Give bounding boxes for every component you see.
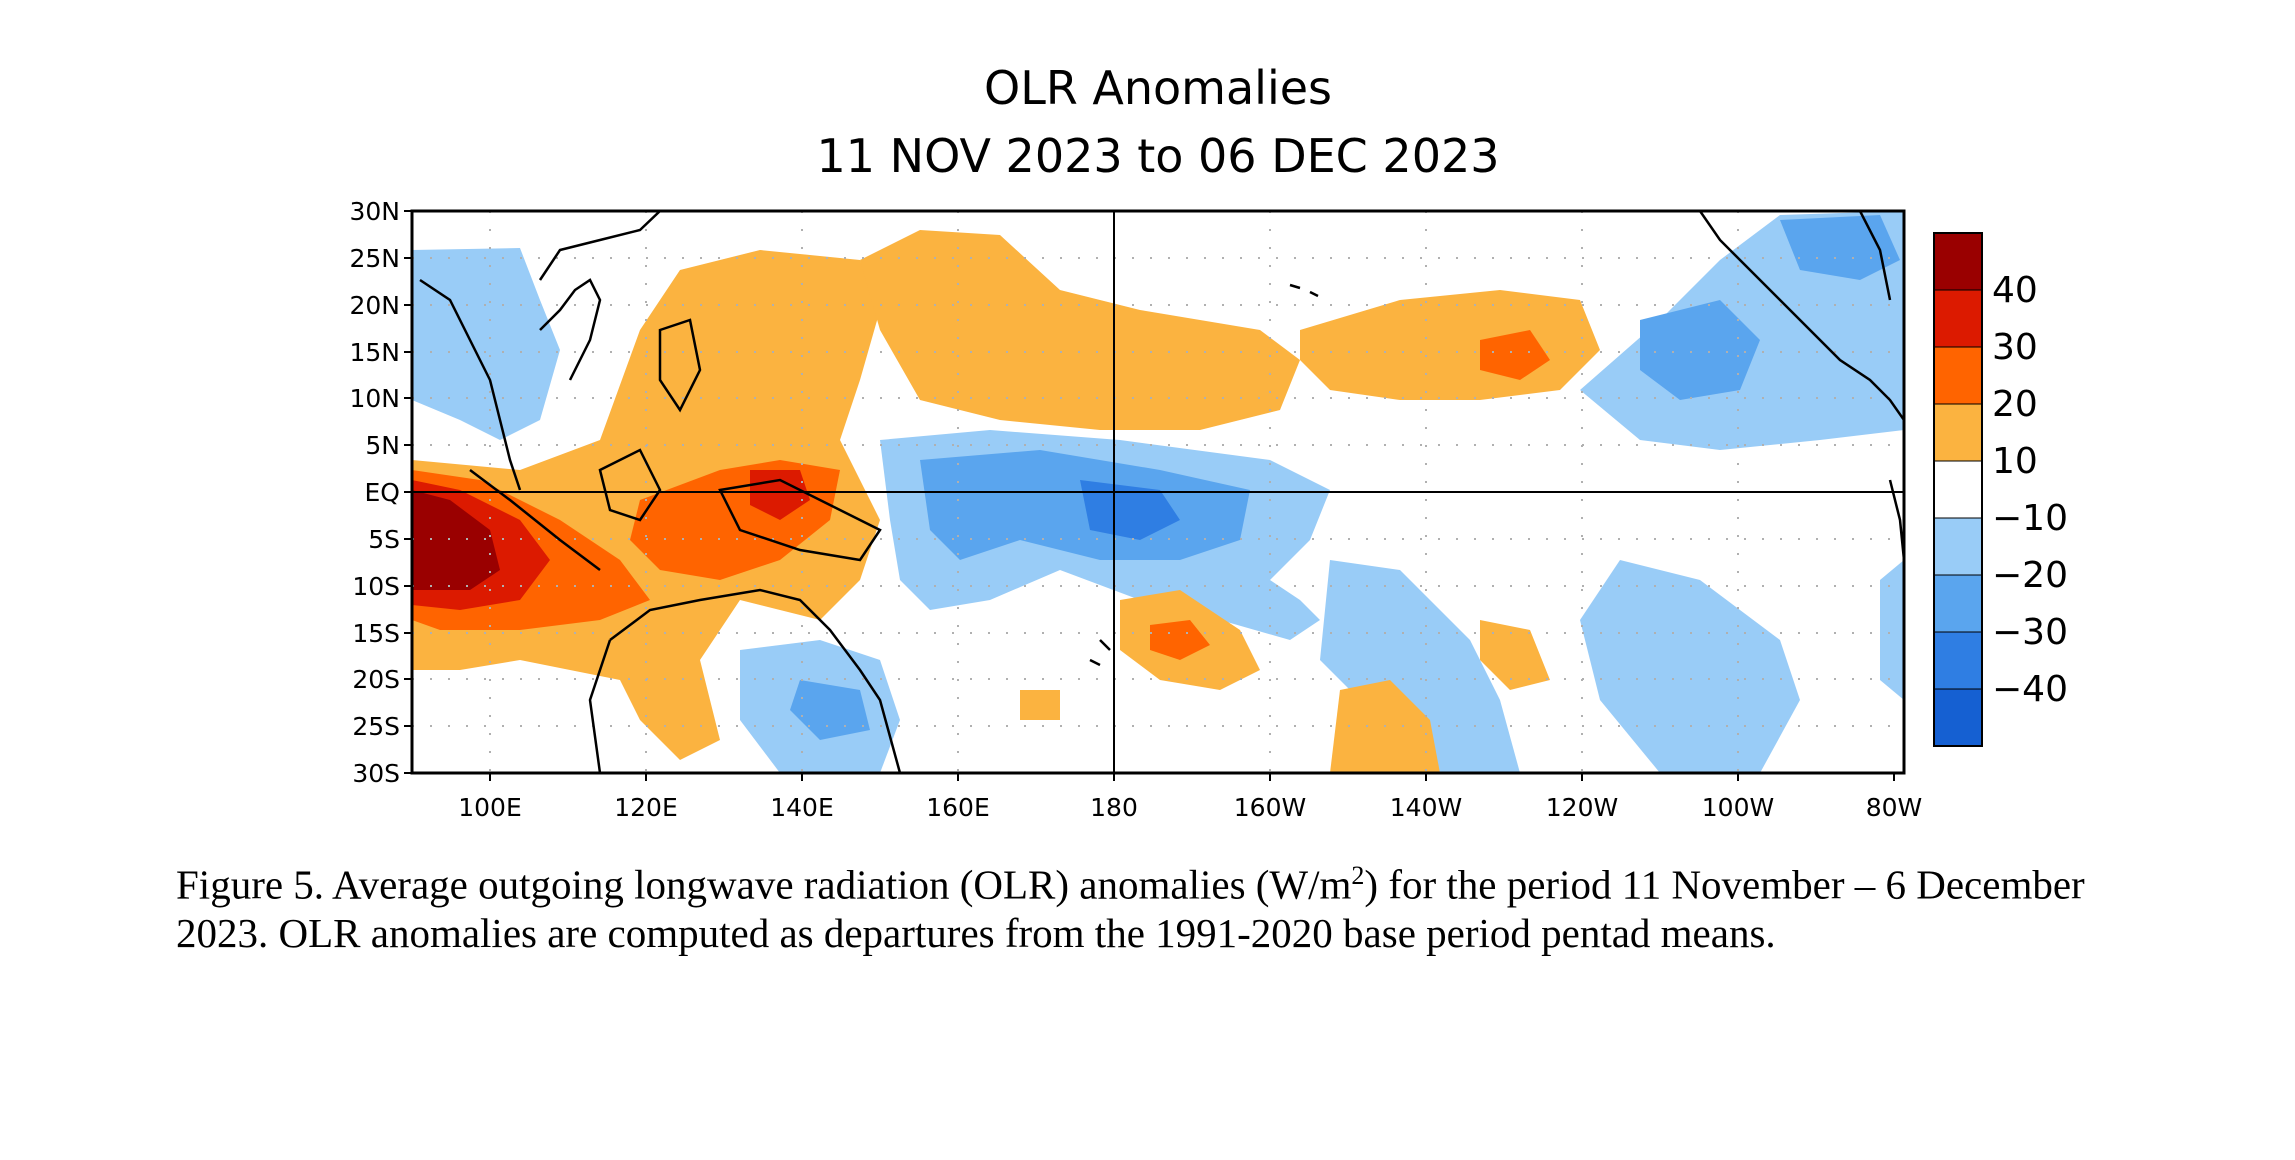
- lon-label: 180: [1090, 793, 1138, 822]
- colorbar-label: −40: [1992, 669, 2068, 710]
- caption-text-1: Figure 5. Average outgoing longwave radi…: [176, 861, 1352, 908]
- lat-label: 20N: [349, 291, 400, 320]
- warm2-region-south-central: [1150, 620, 1210, 660]
- lat-label: 5S: [368, 525, 400, 554]
- colorbar-label: −30: [1992, 612, 2068, 653]
- map-subtitle: 11 NOV 2023 to 06 DEC 2023: [817, 129, 1500, 183]
- map-panel: 30N 25N 20N 15N 10N 5N EQ 5S 10S 15S 20S…: [349, 197, 1922, 822]
- warm-region-southeast-small: [1480, 620, 1550, 690]
- lat-label: 10N: [349, 384, 400, 413]
- lat-label: EQ: [365, 478, 400, 507]
- lat-label: 15N: [349, 338, 400, 367]
- warm2-region-east-north: [1480, 330, 1550, 380]
- lat-label: 25N: [349, 244, 400, 273]
- coastlines: [419, 211, 1904, 773]
- colorbar-swatch: [1933, 346, 1983, 405]
- colorbar-swatch: [1933, 289, 1983, 348]
- lat-label: 30N: [349, 197, 400, 226]
- coastline-borneo: [598, 448, 662, 522]
- colorbar-swatch: [1933, 517, 1983, 576]
- lon-label: 100E: [458, 793, 522, 822]
- colorbar-swatch: [1933, 403, 1983, 462]
- coastline-sumatra: [469, 469, 601, 571]
- islands-hawaii: [1289, 283, 1319, 298]
- lon-label: 120W: [1546, 793, 1618, 822]
- anomaly-field: [412, 211, 1904, 773]
- islands-fiji: [1089, 639, 1111, 667]
- tick-marks: [404, 210, 1895, 781]
- colorbar-swatch: [1933, 631, 1983, 690]
- lat-label: 25S: [352, 712, 400, 741]
- colorbar-swatch: [1933, 574, 1983, 633]
- coastline-australia: [588, 588, 902, 773]
- coastline-north-america: [1698, 211, 1904, 421]
- lon-label: 140W: [1390, 793, 1462, 822]
- cool-region-west-pacific-north: [412, 248, 560, 440]
- colorbar-label: −20: [1992, 555, 2068, 596]
- colorbar-label: 10: [1992, 441, 2038, 482]
- warm-region-south-small: [1020, 690, 1060, 720]
- colorbar-label: 40: [1992, 270, 2038, 311]
- warm-region-north-central: [860, 230, 1300, 430]
- caption-text-2: ) for the period 11 November – 6 Decembe…: [176, 861, 2085, 956]
- cool-region-southeast: [1580, 560, 1800, 773]
- colorbar-label: 30: [1992, 327, 2038, 368]
- cool2-region-east: [1640, 300, 1760, 400]
- coastline-new-guinea: [718, 478, 882, 562]
- coastline-east-asia: [538, 211, 661, 281]
- cool-region-south-central: [1320, 560, 1520, 773]
- colorbar-swatch: [1933, 688, 1983, 747]
- longitude-labels: 100E 120E 140E 160E 180 160W 140W 120W 1…: [458, 793, 1922, 822]
- cool-region-east-south: [1880, 560, 1904, 700]
- latitude-labels: 30N 25N 20N 15N 10N 5N EQ 5S 10S 15S 20S…: [349, 197, 400, 788]
- lon-label: 100W: [1702, 793, 1774, 822]
- map-title: OLR Anomalies: [984, 61, 1332, 115]
- colorbar-swatch: [1933, 232, 1983, 291]
- colorbar-label: −10: [1992, 498, 2068, 539]
- coastline-southeast-asia: [419, 278, 602, 491]
- figure-caption: Figure 5. Average outgoing longwave radi…: [176, 852, 2176, 957]
- caption-superscript: 2: [1351, 861, 1365, 890]
- colorbar-border: [1933, 232, 1983, 747]
- grid-dotted: [412, 211, 1904, 773]
- lat-label: 15S: [352, 619, 400, 648]
- lon-label: 160W: [1234, 793, 1306, 822]
- lat-label: 30S: [352, 759, 400, 788]
- colorbar-label: 20: [1992, 384, 2038, 425]
- lat-label: 20S: [352, 665, 400, 694]
- coastline-philippines: [658, 318, 702, 413]
- cool3-region-equatorial: [1080, 480, 1180, 540]
- lon-label: 80W: [1866, 793, 1923, 822]
- lat-label: 5N: [365, 431, 400, 460]
- colorbar-swatch: [1933, 460, 1983, 519]
- warm4-region-indian-ocean: [412, 490, 500, 590]
- lat-label: 10S: [352, 572, 400, 601]
- lon-label: 140E: [770, 793, 834, 822]
- colorbar: 40 30 20 10 −10 −20 −30 −40: [1933, 232, 2068, 747]
- lon-label: 160E: [926, 793, 990, 822]
- lon-label: 120E: [614, 793, 678, 822]
